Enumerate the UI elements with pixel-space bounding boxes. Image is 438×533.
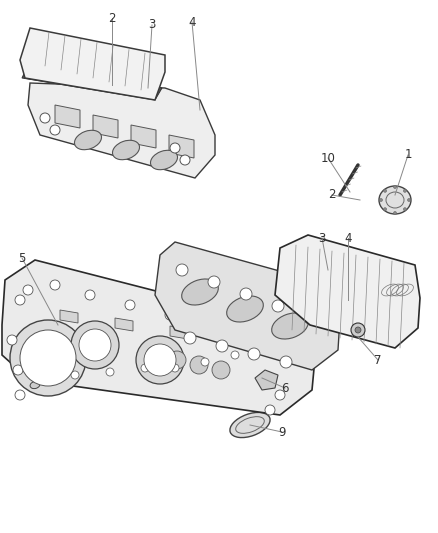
Text: 2: 2	[108, 12, 116, 25]
Circle shape	[248, 348, 260, 360]
Circle shape	[13, 365, 23, 375]
Ellipse shape	[182, 279, 218, 305]
Circle shape	[71, 321, 119, 369]
Text: 2: 2	[328, 189, 336, 201]
Circle shape	[285, 335, 295, 345]
Circle shape	[280, 356, 292, 368]
Polygon shape	[255, 370, 278, 390]
Text: 3: 3	[318, 231, 326, 245]
Text: 7: 7	[374, 353, 382, 367]
Text: 1: 1	[404, 149, 412, 161]
Circle shape	[216, 340, 228, 352]
Circle shape	[50, 280, 60, 290]
Ellipse shape	[272, 313, 308, 339]
Circle shape	[136, 336, 184, 384]
Circle shape	[144, 344, 176, 376]
Polygon shape	[20, 28, 165, 100]
Circle shape	[355, 327, 361, 333]
Ellipse shape	[227, 296, 263, 322]
Circle shape	[106, 368, 114, 376]
Polygon shape	[28, 83, 215, 178]
Text: 4: 4	[344, 231, 352, 245]
Polygon shape	[60, 310, 78, 323]
Text: 3: 3	[148, 19, 155, 31]
Circle shape	[85, 290, 95, 300]
Polygon shape	[131, 125, 156, 148]
Circle shape	[7, 335, 17, 345]
Circle shape	[20, 330, 76, 386]
Circle shape	[168, 351, 186, 369]
Text: 9: 9	[278, 425, 286, 439]
Circle shape	[403, 208, 406, 211]
Text: 10: 10	[321, 151, 336, 165]
Circle shape	[15, 295, 25, 305]
Circle shape	[231, 351, 239, 359]
Ellipse shape	[30, 382, 40, 389]
Polygon shape	[275, 235, 420, 348]
Polygon shape	[155, 242, 340, 370]
Circle shape	[141, 364, 149, 372]
Circle shape	[304, 312, 316, 324]
Circle shape	[170, 143, 180, 153]
Ellipse shape	[379, 186, 411, 214]
Circle shape	[190, 356, 208, 374]
Circle shape	[79, 329, 111, 361]
Circle shape	[407, 198, 410, 201]
Circle shape	[180, 155, 190, 165]
Polygon shape	[93, 115, 118, 138]
Circle shape	[379, 198, 382, 201]
Circle shape	[393, 212, 396, 214]
Circle shape	[125, 300, 135, 310]
Circle shape	[23, 285, 33, 295]
Polygon shape	[2, 260, 315, 415]
Ellipse shape	[113, 140, 140, 160]
Circle shape	[245, 325, 255, 335]
Text: 4: 4	[188, 15, 196, 28]
Circle shape	[351, 323, 365, 337]
Polygon shape	[115, 318, 133, 331]
Polygon shape	[22, 65, 162, 100]
Ellipse shape	[230, 413, 270, 438]
Circle shape	[184, 332, 196, 344]
Circle shape	[393, 185, 396, 189]
Circle shape	[403, 189, 406, 192]
Circle shape	[265, 405, 275, 415]
Circle shape	[275, 390, 285, 400]
Ellipse shape	[151, 150, 177, 169]
Circle shape	[71, 371, 79, 379]
Circle shape	[240, 288, 252, 300]
Circle shape	[176, 264, 188, 276]
Polygon shape	[169, 135, 194, 158]
Polygon shape	[55, 105, 80, 128]
Circle shape	[50, 125, 60, 135]
Circle shape	[384, 189, 387, 192]
Circle shape	[201, 358, 209, 366]
Text: 5: 5	[18, 252, 26, 264]
Circle shape	[384, 208, 387, 211]
Circle shape	[10, 320, 86, 396]
Circle shape	[146, 346, 164, 364]
Circle shape	[15, 390, 25, 400]
Circle shape	[205, 318, 215, 328]
Text: 6: 6	[281, 382, 289, 394]
Circle shape	[165, 310, 175, 320]
Circle shape	[212, 361, 230, 379]
Circle shape	[208, 276, 220, 288]
Circle shape	[272, 300, 284, 312]
Ellipse shape	[74, 130, 102, 150]
Polygon shape	[170, 326, 188, 339]
Circle shape	[171, 364, 179, 372]
Circle shape	[40, 113, 50, 123]
